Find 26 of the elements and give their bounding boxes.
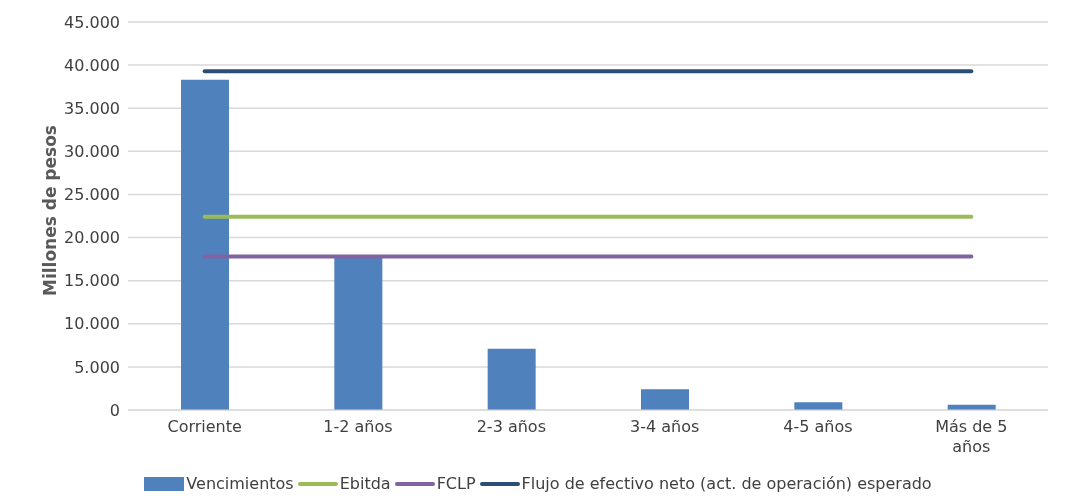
legend-label: FCLP bbox=[436, 474, 476, 493]
legend-label: Flujo de efectivo neto (act. de operación) esperado bbox=[521, 474, 932, 493]
y-tick-label: 20.000 bbox=[64, 228, 120, 248]
bar bbox=[794, 402, 843, 410]
y-tick-label: 0 bbox=[109, 400, 120, 420]
bar bbox=[487, 348, 536, 410]
y-tick-label: 5.000 bbox=[74, 357, 120, 377]
y-tick-label: 15.000 bbox=[64, 271, 120, 291]
y-tick-label: 30.000 bbox=[64, 142, 120, 162]
y-tick-label: 35.000 bbox=[64, 98, 120, 118]
y-tick-label: 25.000 bbox=[64, 185, 120, 205]
x-tick-label: Más de 5 años bbox=[935, 417, 1008, 456]
bar bbox=[181, 79, 229, 410]
x-tick-label: 3-4 años bbox=[630, 417, 700, 436]
x-tick-label: 4-5 años bbox=[783, 417, 853, 436]
y-axis-title: Millones de pesos bbox=[40, 125, 61, 296]
bar bbox=[641, 389, 689, 410]
x-tick-label: 1-2 años bbox=[323, 417, 393, 436]
bar bbox=[334, 257, 383, 410]
legend-label: Ebitda bbox=[339, 474, 391, 493]
legend-label: Vencimientos bbox=[186, 474, 294, 493]
x-tick-label: 2-3 años bbox=[476, 417, 546, 436]
x-tick-label: Corriente bbox=[167, 417, 242, 436]
y-tick-label: 40.000 bbox=[64, 55, 120, 75]
y-tick-label: 45.000 bbox=[64, 12, 120, 32]
y-tick-label: 10.000 bbox=[64, 314, 120, 334]
